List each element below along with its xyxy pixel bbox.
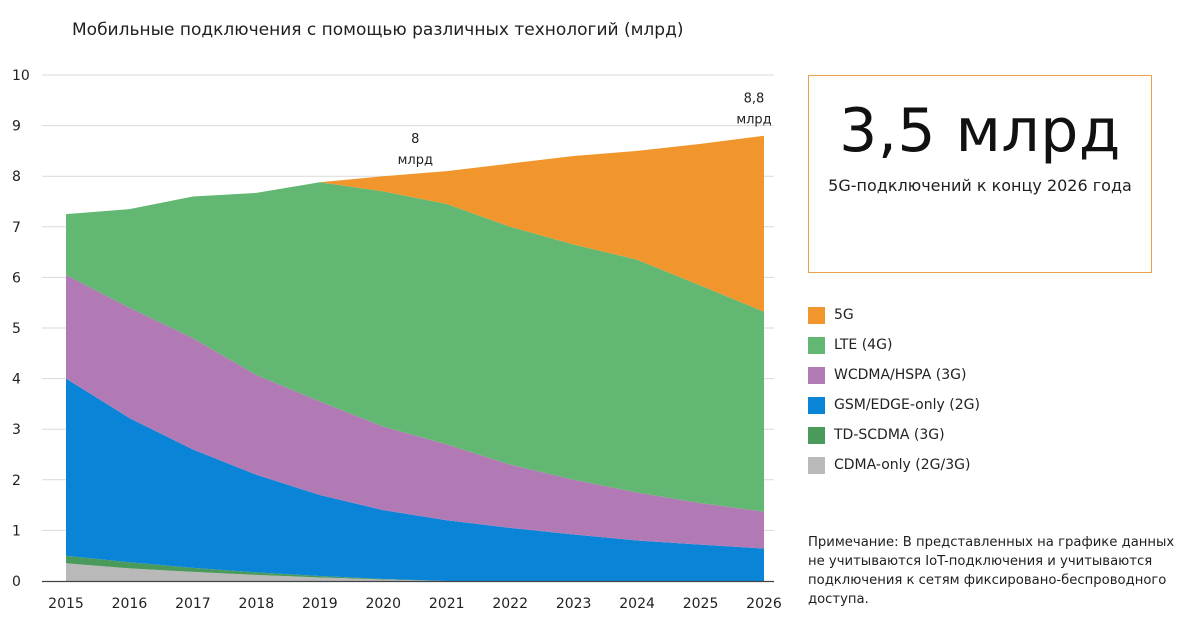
x-tick-label: 2023 <box>556 596 592 612</box>
x-tick-label: 2021 <box>429 596 465 612</box>
x-tick-label: 2022 <box>492 596 528 612</box>
x-tick-label: 2019 <box>302 596 338 612</box>
x-tick-label: 2025 <box>683 596 719 612</box>
area-series-2 <box>66 378 764 581</box>
legend-item: WCDMA/HSPA (3G) <box>808 360 980 390</box>
y-tick-label: 1 <box>12 523 21 539</box>
legend-item: 5G <box>808 300 980 330</box>
x-tick-label: 2020 <box>365 596 401 612</box>
annotation-value: 8,8 <box>744 92 765 107</box>
x-tick-label: 2026 <box>746 596 782 612</box>
legend-label: GSM/EDGE-only (2G) <box>834 397 980 413</box>
x-tick-label: 2017 <box>175 596 211 612</box>
legend-label: TD-SCDMA (3G) <box>834 427 945 443</box>
legend-label: WCDMA/HSPA (3G) <box>834 367 967 383</box>
callout-box: 3,5 млрд 5G-подключений к концу 2026 год… <box>808 75 1152 273</box>
legend: 5G LTE (4G) WCDMA/HSPA (3G) GSM/EDGE-only (… <box>808 300 980 480</box>
y-tick-label: 9 <box>12 119 21 135</box>
legend-item: CDMA-only (2G/3G) <box>808 450 980 480</box>
x-tick-label: 2015 <box>48 596 84 612</box>
callout-caption: 5G-подключений к концу 2026 года <box>828 176 1132 195</box>
y-tick-label: 6 <box>12 270 21 286</box>
area-series-3 <box>66 274 764 549</box>
legend-item: TD-SCDMA (3G) <box>808 420 980 450</box>
area-series-4 <box>66 182 764 512</box>
y-tick-label: 10 <box>12 68 30 84</box>
total-annotations: 8 млрд 8,8 млрд <box>398 92 772 168</box>
legend-label: LTE (4G) <box>834 337 893 353</box>
callout-value: 3,5 млрд <box>839 96 1121 166</box>
legend-swatch <box>808 306 825 324</box>
x-tick-label: 2016 <box>112 596 148 612</box>
legend-item: GSM/EDGE-only (2G) <box>808 390 980 420</box>
y-tick-label: 2 <box>12 473 21 489</box>
legend-label: 5G <box>834 307 854 323</box>
annotation-value: 8 <box>411 132 419 147</box>
y-tick-label: 5 <box>12 321 21 337</box>
chart-title: Мобильные подключения с помощью различны… <box>72 20 684 40</box>
area-series-group <box>66 135 764 581</box>
legend-swatch <box>808 396 825 414</box>
y-tick-label: 7 <box>12 220 21 236</box>
y-tick-label: 0 <box>12 574 21 590</box>
legend-swatch <box>808 456 825 474</box>
x-tick-label: 2024 <box>619 596 655 612</box>
area-series-0 <box>66 563 764 581</box>
area-series-5 <box>66 135 764 312</box>
axes: 0 1 2 3 4 5 6 7 8 9 10 2015 2016 2017 2018 2019 2020 2021… <box>12 68 782 612</box>
legend-label: CDMA-only (2G/3G) <box>834 457 971 473</box>
legend-swatch <box>808 426 825 444</box>
legend-swatch <box>808 336 825 354</box>
y-tick-label: 4 <box>12 372 21 388</box>
legend-swatch <box>808 366 825 384</box>
x-tick-label: 2018 <box>239 596 275 612</box>
legend-item: LTE (4G) <box>808 330 980 360</box>
y-tick-label: 3 <box>12 422 21 438</box>
annotation-unit: млрд <box>398 153 433 168</box>
annotation-unit: млрд <box>736 113 771 128</box>
y-tick-label: 8 <box>12 169 21 185</box>
footnote: Примечание: В представленных на графике … <box>808 535 1175 607</box>
stacked-area-chart: 0 1 2 3 4 5 6 7 8 9 10 2015 2016 2017 2018 2019 2020 2021… <box>12 68 782 612</box>
